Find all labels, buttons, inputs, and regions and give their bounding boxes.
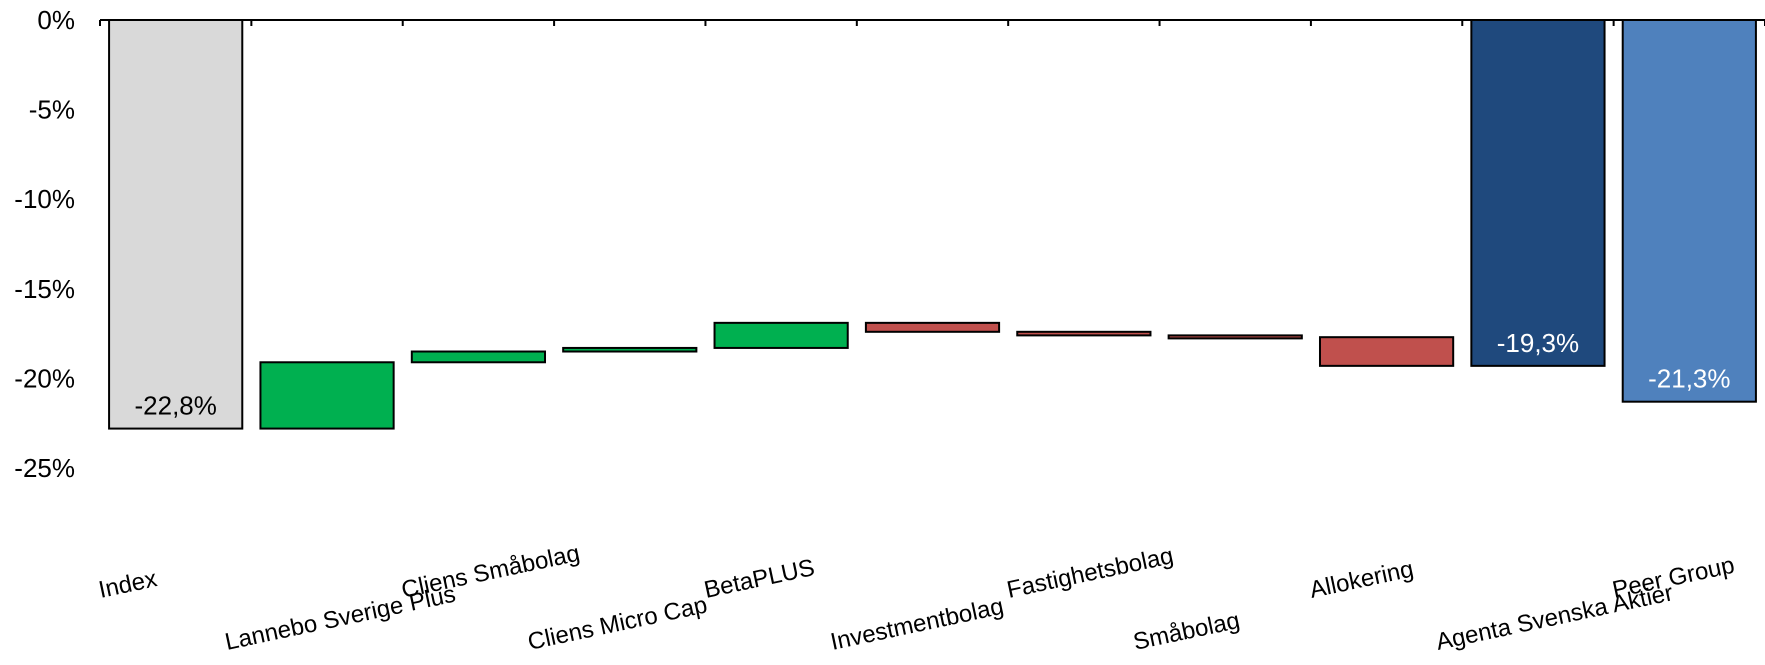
category-label: Cliens Småbolag (399, 540, 582, 604)
bar-change (1318, 336, 1455, 367)
category-label: Index (96, 565, 159, 604)
category-label: Fastighetsbolag (1004, 542, 1175, 604)
category-label: Peer Group (1610, 552, 1737, 604)
bar-change (1167, 334, 1303, 340)
x-axis-ticks (99, 20, 1765, 26)
data-label: -19,3% (1497, 328, 1579, 358)
bar-total (108, 19, 244, 430)
bar-total (1621, 19, 1757, 403)
bar-change (562, 346, 698, 353)
category-label: Allokering (1307, 556, 1416, 604)
data-label: -21,3% (1648, 364, 1730, 394)
y-axis-ticks: 0% -5% -10% -15% -20% -25% (14, 5, 75, 483)
category-label: BetaPLUS (702, 554, 817, 604)
y-tick-label: -25% (14, 453, 75, 483)
bar-change (410, 350, 547, 364)
data-label: -22,8% (134, 391, 216, 421)
bar-change (864, 321, 1001, 333)
bar-change (713, 321, 849, 349)
category-label: Cliens Micro Cap (525, 591, 709, 655)
y-tick-label: -10% (14, 184, 75, 214)
y-tick-label: -15% (14, 274, 75, 304)
category-label: Småbolag (1131, 607, 1242, 656)
y-tick-label: -5% (29, 95, 75, 125)
y-tick-label: 0% (37, 5, 75, 35)
bars (108, 19, 1757, 430)
data-labels: -22,8% -19,3% -21,3% (134, 328, 1730, 421)
bar-change (1016, 330, 1152, 337)
bar-total (1470, 19, 1606, 367)
y-tick-label: -20% (14, 363, 75, 393)
category-label: Investmentbolag (828, 593, 1006, 656)
bar-change (259, 361, 395, 430)
